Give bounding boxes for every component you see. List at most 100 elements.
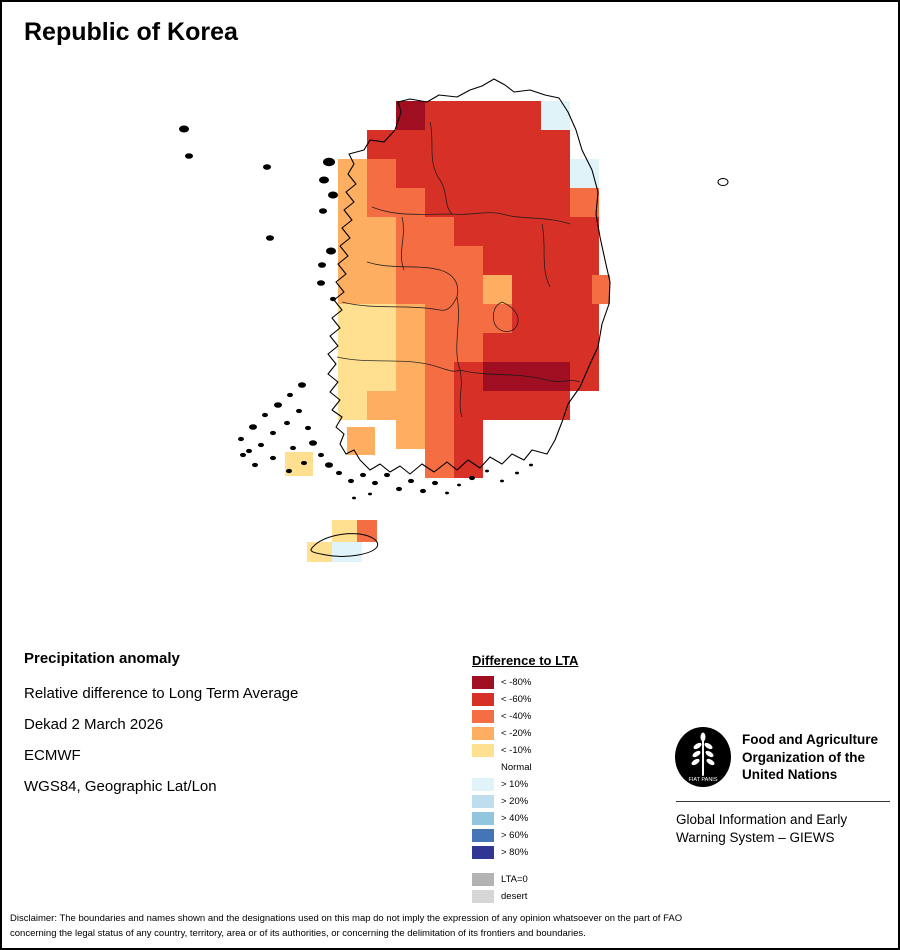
fao-org-line: Food and Agriculture bbox=[742, 732, 878, 747]
map-cell bbox=[512, 159, 541, 188]
disclaimer-line: Disclaimer: The boundaries and names sho… bbox=[10, 913, 683, 924]
legend-swatch bbox=[472, 761, 494, 774]
fao-org-line: United Nations bbox=[742, 767, 838, 782]
map-cell bbox=[541, 246, 570, 275]
island-speck bbox=[317, 280, 325, 286]
map-info: Precipitation anomaly Relative differenc… bbox=[24, 650, 298, 809]
map-cell bbox=[483, 362, 512, 391]
island-speck bbox=[301, 460, 307, 466]
island-speck bbox=[298, 382, 306, 388]
island-speck bbox=[372, 480, 378, 486]
map-cell bbox=[454, 159, 483, 188]
map-cell bbox=[512, 130, 541, 159]
map-cells-layer bbox=[285, 101, 610, 562]
map-cell bbox=[483, 275, 512, 304]
island-speck bbox=[323, 157, 335, 167]
map-cell bbox=[425, 362, 454, 391]
map-cell bbox=[338, 304, 367, 333]
map-cell bbox=[307, 542, 332, 562]
island-speck bbox=[319, 176, 329, 184]
map-cell bbox=[483, 130, 512, 159]
map-cell bbox=[512, 188, 541, 217]
map-cell bbox=[332, 542, 362, 562]
info-line: WGS84, Geographic Lat/Lon bbox=[24, 778, 217, 795]
island-speck bbox=[348, 478, 354, 484]
island-speck bbox=[246, 448, 252, 454]
province-borders bbox=[336, 121, 581, 418]
legend-swatch bbox=[472, 710, 494, 723]
map-cell bbox=[367, 217, 396, 246]
map-cell bbox=[483, 333, 512, 362]
map-cell bbox=[483, 188, 512, 217]
legend-item: < -60% bbox=[472, 691, 578, 708]
island-speck bbox=[319, 208, 327, 214]
legend-swatch bbox=[472, 693, 494, 706]
island-speck bbox=[330, 296, 336, 302]
wheat-ear-icon bbox=[691, 732, 715, 776]
legend-swatch bbox=[472, 676, 494, 689]
map-cell bbox=[367, 391, 396, 420]
map-cell bbox=[367, 333, 396, 362]
legend: Difference to LTA < -80% < -60% < -40% < -2… bbox=[472, 653, 578, 905]
map-cell bbox=[541, 275, 570, 304]
info-line: ECMWF bbox=[24, 747, 81, 764]
legend-label: < -60% bbox=[501, 694, 532, 705]
map-cell bbox=[332, 520, 357, 542]
map-cell bbox=[396, 246, 425, 275]
map-cell bbox=[347, 427, 375, 455]
island-speck bbox=[485, 469, 489, 473]
map-cell bbox=[425, 246, 454, 275]
jeju-outline bbox=[310, 533, 379, 557]
legend-item: > 60% bbox=[472, 827, 578, 844]
map-cell bbox=[338, 275, 367, 304]
legend-item: > 40% bbox=[472, 810, 578, 827]
map-cell bbox=[454, 333, 483, 362]
ulleungdo-island bbox=[717, 178, 729, 186]
island-speck bbox=[185, 153, 193, 159]
map-cell bbox=[570, 304, 599, 333]
map-cell bbox=[454, 391, 483, 420]
legend-extra-items: LTA=0 desert bbox=[472, 871, 578, 905]
map-cell bbox=[425, 420, 454, 449]
legend-item: < -80% bbox=[472, 674, 578, 691]
legend-items: < -80% < -60% < -40% < -20% < -10% Normal > 10… bbox=[472, 674, 578, 861]
map-cell bbox=[541, 130, 570, 159]
map-cell bbox=[541, 362, 570, 391]
map-cell bbox=[338, 362, 367, 391]
map-cell bbox=[425, 188, 454, 217]
giews-line: Global Information and Early bbox=[676, 812, 848, 827]
legend-label: < -10% bbox=[501, 745, 532, 756]
island-speck bbox=[249, 424, 257, 430]
page-title: Republic of Korea bbox=[24, 18, 238, 46]
legend-label: < -20% bbox=[501, 728, 532, 739]
map-cell bbox=[570, 246, 599, 275]
map-cell bbox=[425, 391, 454, 420]
island-speck bbox=[287, 392, 293, 398]
island-speck bbox=[266, 235, 274, 241]
island-speck bbox=[384, 472, 390, 478]
map-cell bbox=[592, 275, 610, 304]
map-cell bbox=[396, 420, 425, 449]
legend-label: desert bbox=[501, 891, 528, 902]
map-cell bbox=[425, 275, 454, 304]
island-speck bbox=[318, 452, 324, 458]
map-cell bbox=[483, 101, 512, 130]
map-cell bbox=[367, 304, 396, 333]
legend-swatch bbox=[472, 890, 494, 903]
map-cell bbox=[396, 333, 425, 362]
info-line: Relative difference to Long Term Average bbox=[24, 685, 299, 702]
map-cell bbox=[338, 217, 367, 246]
legend-label: > 80% bbox=[501, 847, 529, 858]
legend-swatch bbox=[472, 795, 494, 808]
island-speck bbox=[296, 408, 302, 414]
map-cell bbox=[541, 101, 570, 130]
map-cell bbox=[454, 304, 483, 333]
legend-label: > 20% bbox=[501, 796, 529, 807]
map-cell bbox=[512, 101, 541, 130]
disclaimer-text: Disclaimer: The boundaries and names sho… bbox=[10, 912, 896, 941]
map-cell bbox=[570, 159, 599, 188]
fao-org-line: Organization of the bbox=[742, 749, 865, 765]
map-cell bbox=[541, 333, 570, 362]
map-cell bbox=[425, 333, 454, 362]
island-speck bbox=[284, 420, 290, 426]
